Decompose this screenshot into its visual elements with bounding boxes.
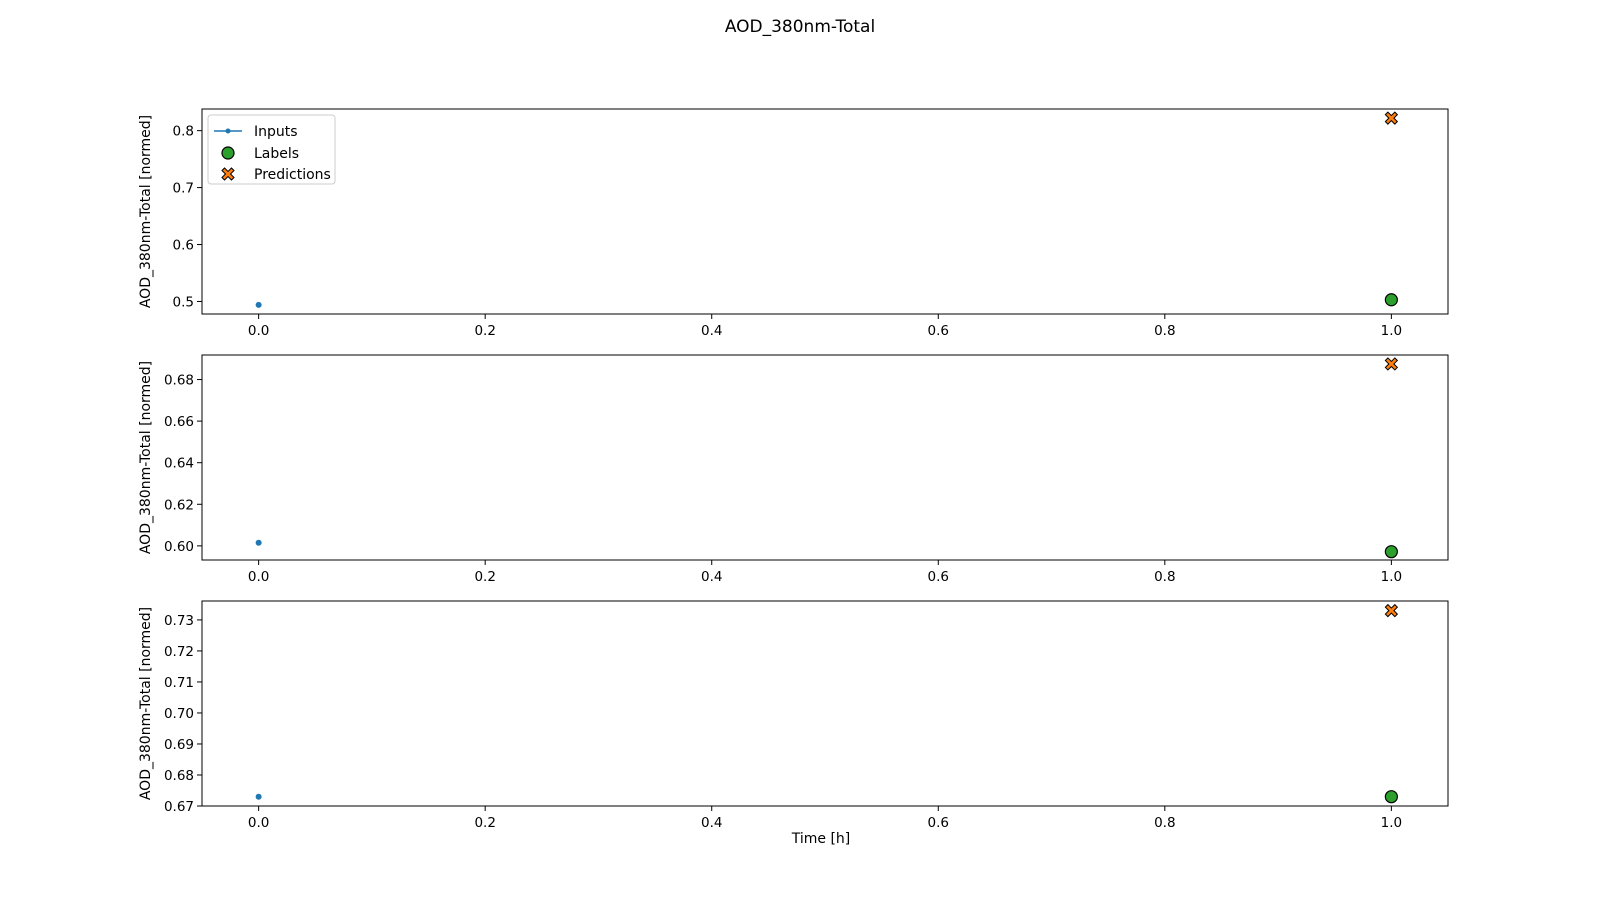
- input-point: [255, 301, 262, 308]
- x-tick-label: 0.8: [1154, 323, 1175, 339]
- plot-frame: [201, 600, 1449, 807]
- y-tick-label: 0.60: [164, 539, 194, 555]
- panel-2: 0.60 0.62 0.64 0.66 0.68 0.0 0.2 0.4 0.6 0.8 1.0 AO…: [138, 354, 1449, 585]
- x-tick-label: 0.2: [474, 815, 495, 831]
- x-tick-label: 0.4: [701, 569, 722, 585]
- y-tick-label: 0.66: [164, 414, 194, 430]
- x-tick-label: 0.2: [474, 323, 495, 339]
- legend-inputs-marker: [225, 128, 231, 134]
- x-tick-label: 0.6: [928, 569, 949, 585]
- x-tick-label: 1.0: [1381, 815, 1402, 831]
- label-point: [1384, 790, 1398, 804]
- x-tick-label: 0.6: [928, 323, 949, 339]
- x-axis-label: Time [h]: [791, 831, 851, 847]
- y-tick-label: 0.68: [164, 768, 194, 784]
- legend-predictions-marker: [221, 167, 235, 181]
- x-tick-label: 0.4: [701, 815, 722, 831]
- y-axis-label: AOD_380nm-Total [normed]: [138, 115, 154, 308]
- chart-title: AOD_380nm-Total: [725, 17, 875, 37]
- y-tick-label: 0.62: [164, 497, 194, 513]
- legend: Inputs Labels Predictions: [207, 114, 336, 185]
- y-tick-label: 0.71: [164, 675, 194, 691]
- y-tick-label: 0.68: [164, 373, 194, 389]
- y-axis-label: AOD_380nm-Total [normed]: [138, 607, 154, 800]
- plot-frame: [201, 108, 1449, 315]
- y-tick-label: 0.69: [164, 737, 194, 753]
- prediction-point: [1384, 111, 1399, 125]
- y-tick-label: 0.67: [164, 799, 194, 815]
- x-tick-label: 0.0: [248, 815, 269, 831]
- x-tick-label: 0.8: [1154, 569, 1175, 585]
- input-point: [255, 793, 262, 800]
- x-tick-label: 1.0: [1381, 323, 1402, 339]
- legend-label: Predictions: [254, 167, 331, 183]
- y-tick-label: 0.70: [164, 706, 194, 722]
- x-tick-label: 0.4: [701, 323, 722, 339]
- panels: 0.5 0.6 0.7 0.8 0.0 0.2 0.4 0.6 0.8 1.0 AOD_380nm-…: [138, 108, 1449, 831]
- x-tick-label: 0.2: [474, 569, 495, 585]
- x-tick-label: 0.0: [248, 323, 269, 339]
- y-tick-label: 0.73: [164, 613, 194, 629]
- y-tick-label: 0.6: [173, 238, 194, 254]
- y-tick-label: 0.7: [173, 181, 194, 197]
- y-axis-label: AOD_380nm-Total [normed]: [138, 361, 154, 554]
- y-tick-label: 0.72: [164, 644, 194, 660]
- panel-1: 0.5 0.6 0.7 0.8 0.0 0.2 0.4 0.6 0.8 1.0 AOD_380nm-…: [138, 108, 1449, 339]
- panel-3: 0.67 0.68 0.69 0.70 0.71 0.72 0.73 0.0 0.2 0.4 0.6…: [138, 600, 1449, 831]
- prediction-point: [1384, 357, 1399, 371]
- label-point: [1384, 545, 1398, 559]
- plot-frame: [201, 354, 1449, 561]
- legend-label: Inputs: [254, 124, 298, 140]
- x-tick-label: 0.6: [928, 815, 949, 831]
- y-tick-label: 0.8: [173, 124, 194, 140]
- x-tick-label: 0.0: [248, 569, 269, 585]
- y-tick-label: 0.64: [164, 456, 194, 472]
- label-point: [1384, 293, 1398, 307]
- prediction-point: [1384, 603, 1399, 618]
- legend-label: Labels: [254, 146, 299, 162]
- legend-frame: [207, 114, 336, 185]
- y-tick-label: 0.5: [173, 294, 194, 310]
- legend-labels-marker: [221, 146, 235, 160]
- x-tick-label: 0.8: [1154, 815, 1175, 831]
- x-tick-label: 1.0: [1381, 569, 1402, 585]
- input-point: [255, 539, 262, 546]
